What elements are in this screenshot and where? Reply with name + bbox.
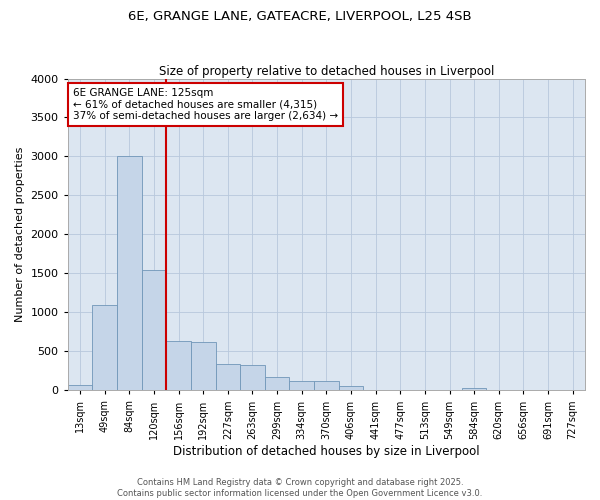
Bar bbox=[166, 342, 191, 390]
Text: 6E, GRANGE LANE, GATEACRE, LIVERPOOL, L25 4SB: 6E, GRANGE LANE, GATEACRE, LIVERPOOL, L2… bbox=[128, 10, 472, 23]
X-axis label: Distribution of detached houses by size in Liverpool: Distribution of detached houses by size … bbox=[173, 444, 479, 458]
Bar bbox=[265, 377, 289, 390]
Bar bbox=[92, 304, 117, 390]
Text: 6E GRANGE LANE: 125sqm
← 61% of detached houses are smaller (4,315)
37% of semi-: 6E GRANGE LANE: 125sqm ← 61% of detached… bbox=[73, 88, 338, 121]
Bar bbox=[142, 270, 166, 390]
Text: Contains HM Land Registry data © Crown copyright and database right 2025.
Contai: Contains HM Land Registry data © Crown c… bbox=[118, 478, 482, 498]
Y-axis label: Number of detached properties: Number of detached properties bbox=[15, 147, 25, 322]
Bar bbox=[215, 364, 240, 390]
Bar bbox=[462, 388, 487, 390]
Bar bbox=[338, 386, 364, 390]
Bar bbox=[68, 384, 92, 390]
Bar bbox=[191, 342, 215, 390]
Title: Size of property relative to detached houses in Liverpool: Size of property relative to detached ho… bbox=[158, 66, 494, 78]
Bar bbox=[289, 381, 314, 390]
Bar bbox=[240, 366, 265, 390]
Bar bbox=[314, 381, 338, 390]
Bar bbox=[117, 156, 142, 390]
